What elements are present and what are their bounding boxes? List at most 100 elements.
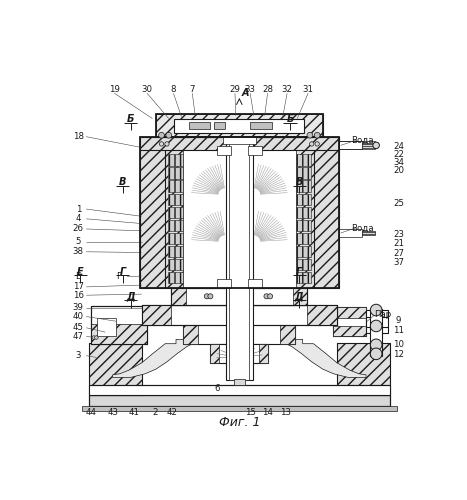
Bar [229, 141, 249, 380]
Bar [140, 138, 339, 150]
Text: 2: 2 [153, 408, 158, 417]
Text: 29: 29 [230, 85, 241, 94]
Circle shape [208, 294, 213, 299]
Circle shape [370, 348, 382, 360]
Bar [333, 307, 366, 318]
Circle shape [310, 142, 314, 146]
Bar [165, 144, 183, 288]
Bar [296, 168, 311, 179]
Circle shape [373, 142, 379, 148]
Circle shape [307, 132, 313, 138]
Bar [339, 142, 362, 150]
Bar [91, 306, 147, 344]
Text: 26: 26 [73, 224, 84, 234]
Text: 7: 7 [190, 85, 195, 94]
Text: 39: 39 [73, 303, 84, 312]
Text: Г: Г [117, 272, 122, 280]
Circle shape [159, 132, 164, 138]
Bar [168, 258, 183, 270]
Bar [313, 138, 339, 288]
Text: 24: 24 [393, 142, 404, 151]
Bar [168, 246, 183, 257]
Bar [142, 305, 337, 325]
Circle shape [204, 294, 209, 299]
Text: Б: Б [127, 114, 134, 124]
Bar [168, 206, 183, 218]
Bar [296, 180, 311, 192]
Bar [171, 288, 186, 305]
Bar [168, 168, 183, 179]
Bar [165, 144, 313, 288]
Text: 5: 5 [76, 237, 81, 246]
Text: А: А [241, 88, 249, 98]
Bar [313, 138, 339, 288]
Bar [183, 324, 296, 344]
Bar [280, 324, 296, 344]
Circle shape [370, 339, 382, 350]
Circle shape [268, 294, 273, 299]
Text: 13: 13 [280, 408, 291, 417]
Bar [168, 180, 183, 192]
Bar [142, 305, 337, 325]
Text: В: В [295, 177, 303, 187]
Bar [296, 272, 311, 283]
Bar [189, 122, 210, 130]
Bar [307, 305, 337, 325]
Text: В: В [119, 177, 127, 187]
Bar [366, 310, 388, 333]
Bar [140, 138, 339, 288]
Bar [339, 229, 362, 237]
Bar [337, 343, 389, 396]
Circle shape [166, 132, 172, 138]
Bar [142, 305, 171, 325]
Text: 12: 12 [393, 350, 404, 359]
Text: 41: 41 [129, 408, 140, 417]
Text: 8: 8 [171, 85, 176, 94]
Bar [82, 406, 397, 411]
Bar [333, 326, 366, 336]
Bar [370, 308, 382, 356]
Bar [140, 138, 165, 288]
Bar [296, 194, 311, 205]
Text: 1: 1 [76, 204, 81, 214]
Text: Фиг. 1: Фиг. 1 [219, 416, 260, 429]
Text: E: E [76, 272, 81, 280]
Bar [226, 141, 253, 380]
Text: Г: Г [120, 266, 126, 276]
Text: 37: 37 [393, 258, 404, 267]
Text: 11: 11 [393, 326, 404, 335]
Text: 16: 16 [73, 290, 84, 300]
Text: 42: 42 [167, 408, 178, 417]
Bar [296, 144, 313, 288]
Text: Б: Б [286, 114, 294, 124]
Bar [91, 306, 147, 344]
Bar [217, 278, 231, 287]
Text: 15: 15 [245, 408, 256, 417]
Bar [89, 343, 142, 396]
Bar [248, 146, 262, 155]
Bar [248, 278, 262, 287]
Bar [293, 288, 307, 305]
Bar [362, 231, 375, 235]
Text: Е: Е [77, 266, 84, 276]
Circle shape [165, 142, 169, 146]
Circle shape [370, 304, 382, 316]
Text: 32: 32 [282, 85, 293, 94]
Bar [210, 344, 268, 362]
Text: 28: 28 [262, 85, 273, 94]
Circle shape [264, 294, 269, 299]
Bar [296, 206, 311, 218]
Bar [261, 288, 276, 305]
Bar [234, 379, 245, 384]
Bar [171, 288, 307, 305]
Polygon shape [284, 340, 366, 378]
Text: 38: 38 [73, 248, 84, 256]
Text: 6: 6 [215, 384, 220, 392]
Text: 22: 22 [393, 150, 404, 159]
Text: 33: 33 [245, 85, 256, 94]
Text: Г: Г [296, 266, 302, 276]
Bar [203, 288, 276, 305]
Bar [362, 143, 375, 148]
Bar [210, 344, 219, 362]
Bar [296, 232, 311, 244]
